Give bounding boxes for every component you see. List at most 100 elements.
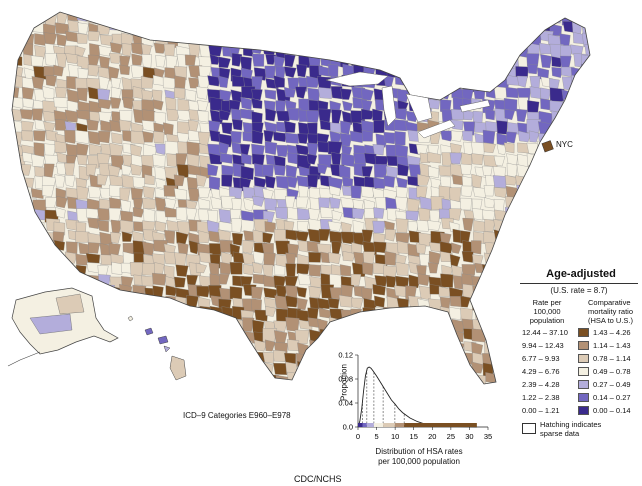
hsa-region <box>471 141 486 156</box>
hsa-region <box>493 155 506 167</box>
hsa-region <box>450 382 464 384</box>
hsa-region <box>152 353 165 365</box>
hsa-region <box>46 397 60 411</box>
hsa-region <box>210 375 224 384</box>
hsa-region <box>199 350 214 364</box>
hsa-region <box>78 12 91 13</box>
hsa-region <box>384 23 397 37</box>
hsa-region <box>582 77 590 91</box>
hsa-region <box>276 110 292 122</box>
hsa-region <box>439 53 454 66</box>
hsa-region <box>360 120 374 134</box>
hsa-region <box>108 12 121 26</box>
hsa-region <box>53 372 64 384</box>
hsa-region <box>460 295 471 308</box>
hsa-region <box>374 398 388 409</box>
rate-header-line: Rate per <box>532 298 562 307</box>
hsa-region <box>263 252 276 267</box>
hsa-region <box>174 12 187 13</box>
hsa-region <box>485 0 497 10</box>
hsa-region <box>449 44 462 59</box>
hatching-swatch <box>522 423 536 434</box>
source-label: CDC/NCHS <box>294 474 342 484</box>
hsa-region <box>119 12 135 25</box>
hsa-region <box>307 228 322 243</box>
hsa-region <box>42 362 54 374</box>
hsa-region <box>452 330 464 343</box>
hsa-region <box>198 20 210 34</box>
rate-header: Rate per 100,000 population <box>520 298 574 325</box>
hsa-region <box>484 242 499 255</box>
hsa-region <box>327 220 342 232</box>
hsa-region <box>296 286 307 298</box>
hsa-region <box>264 89 277 100</box>
hsa-region <box>166 153 180 167</box>
hsa-region <box>153 130 165 144</box>
hsa-region <box>306 110 321 123</box>
color-bar-segment <box>362 423 367 427</box>
hsa-region <box>560 207 574 220</box>
hsa-region <box>252 21 264 36</box>
hsa-region <box>196 285 211 298</box>
hsa-region <box>593 54 605 65</box>
hsa-region <box>174 87 186 100</box>
hsa-region <box>429 341 443 353</box>
hsa-region <box>110 364 125 376</box>
hsa-region <box>331 241 342 254</box>
hsa-region <box>397 386 407 397</box>
hsa-region <box>593 0 604 12</box>
hsa-region <box>440 273 454 288</box>
legend-divider <box>520 283 638 284</box>
x-tick-label: 5 <box>374 432 378 441</box>
hsa-region <box>218 56 231 68</box>
hsa-region <box>130 23 142 34</box>
hsa-region <box>416 77 431 90</box>
hsa-region <box>570 151 583 164</box>
hsa-region <box>341 12 356 17</box>
x-axis-label-line: Distribution of HSA rates <box>375 447 463 456</box>
hsa-region <box>208 176 221 191</box>
hsa-region <box>75 45 86 57</box>
hsa-region <box>361 166 373 178</box>
hsa-region <box>32 221 45 234</box>
hsa-region <box>110 97 122 109</box>
hsa-region <box>64 129 77 144</box>
hsa-region <box>594 188 608 201</box>
hsa-region <box>340 231 355 245</box>
hsa-region <box>99 34 114 46</box>
legend-swatch <box>578 341 589 350</box>
hsa-region <box>0 339 10 351</box>
hsa-region <box>515 66 529 78</box>
hsa-region <box>0 77 9 90</box>
hsa-region <box>474 0 485 9</box>
hsa-region <box>229 286 243 300</box>
hsa-region <box>496 395 508 409</box>
hsa-region <box>264 175 276 189</box>
hsa-region <box>528 176 541 188</box>
hsa-region <box>507 34 518 48</box>
hsa-region <box>583 144 590 157</box>
hsa-region <box>109 174 124 187</box>
hsa-region <box>153 0 166 11</box>
lake-michigan <box>381 85 397 127</box>
hsa-region <box>153 42 167 54</box>
hsa-region <box>32 231 44 244</box>
hsa-region <box>219 109 231 121</box>
hsa-region <box>407 66 419 80</box>
nyc-inset <box>541 140 554 153</box>
hsa-region <box>331 210 343 221</box>
hsa-region <box>394 20 408 35</box>
hsa-region <box>309 20 323 32</box>
hsa-region <box>76 33 88 44</box>
hsa-region <box>527 242 541 254</box>
hsa-region <box>374 340 386 355</box>
hsa-region <box>506 317 519 331</box>
hsa-region <box>132 364 148 378</box>
hsa-region <box>285 164 298 178</box>
hsa-region <box>309 339 321 354</box>
legend-ratio-range: 1.43 – 4.26 <box>593 328 631 337</box>
hsa-region <box>0 265 10 277</box>
hsa-region <box>516 198 531 209</box>
hsa-region <box>350 361 362 373</box>
hsa-region <box>505 338 520 353</box>
